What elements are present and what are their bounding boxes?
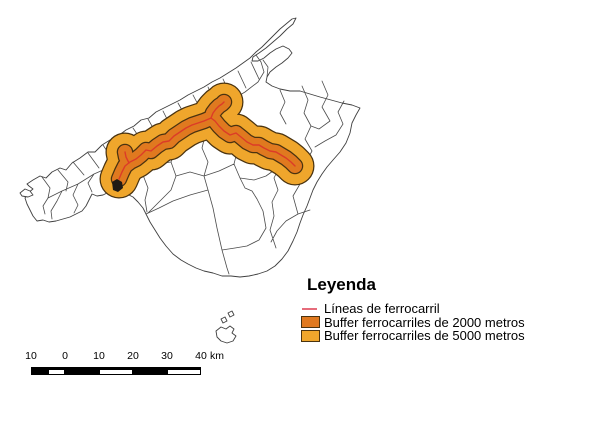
legend-item-label: Líneas de ferrocarril [324,301,440,317]
scale-bar-segment-white [167,369,201,375]
legend-item-railway-lines: Líneas de ferrocarril [301,302,525,316]
palma-terminus-blob [112,179,123,192]
legend-item-buffer-2000: Buffer ferrocarriles de 2000 metros [301,316,525,330]
scale-label: 10 [25,350,37,362]
buffer-5000-swatch-icon [301,329,320,342]
railway-lines [118,101,296,180]
scale-bar-graphic [31,367,201,375]
scale-bar-labels: 10 0 10 20 30 40 km [25,350,271,362]
island-dragonera [19,188,34,198]
legend-title: Leyenda [307,275,376,294]
scale-bar-segment-white [48,369,65,375]
legend-item-label: Buffer ferrocarriles de 5000 metros [324,328,525,344]
scale-unit-label: km [210,350,224,362]
scale-bar-segment-white [99,369,133,375]
scale-label: 30 [161,350,173,362]
scale-label: 20 [127,350,139,362]
legend-item-label: Buffer ferrocarriles de 2000 metros [324,314,525,330]
islands-cabrera [215,310,237,344]
scale-label: 10 [93,350,105,362]
legend: Leyenda Líneas de ferrocarril Buffer fer… [301,275,525,343]
scale-bar: 10 0 10 20 30 40 km [25,350,271,378]
buffer-2000-swatch-icon [301,316,320,329]
scale-label: 40 [195,350,207,362]
legend-item-buffer-5000: Buffer ferrocarriles de 5000 metros [301,329,525,343]
scale-label: 0 [62,350,68,362]
railway-line-symbol-icon [302,307,317,310]
